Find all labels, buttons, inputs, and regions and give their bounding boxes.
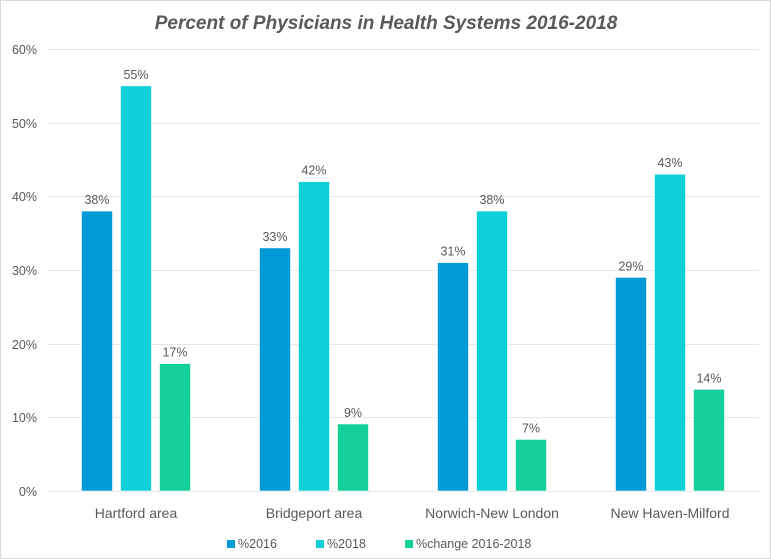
x-tick-label: New Haven-Milford (610, 505, 729, 521)
legend-label: %2018 (327, 537, 366, 551)
x-tick-label: Hartford area (95, 505, 178, 521)
legend-swatch (227, 540, 235, 548)
legend-label: %2016 (238, 537, 277, 551)
x-axis: Hartford area Bridgeport area Norwich-New … (95, 505, 730, 521)
legend-label: %change 2016-2018 (416, 537, 531, 551)
data-label: 33% (262, 230, 287, 244)
legend-swatch (316, 540, 324, 548)
y-tick-label: 40% (12, 190, 37, 204)
bar-2018-1 (298, 181, 330, 492)
data-label: 38% (479, 193, 504, 207)
data-label: 55% (123, 68, 148, 82)
y-axis: 0% 10% 20% 30% 40% 50% 60% (12, 43, 37, 499)
y-tick-label: 60% (12, 43, 37, 57)
data-label: 7% (522, 421, 540, 435)
data-label: 43% (657, 156, 682, 170)
y-tick-label: 10% (12, 411, 37, 425)
data-label: 14% (696, 371, 721, 385)
bar-2016-1 (259, 247, 291, 492)
data-label: 42% (301, 164, 326, 178)
bar-2016-3 (615, 277, 647, 492)
y-tick-label: 50% (12, 117, 37, 131)
bar-2018-0 (120, 85, 152, 492)
legend-swatch (405, 540, 413, 548)
y-tick-label: 30% (12, 264, 37, 278)
x-tick-label: Bridgeport area (266, 505, 363, 521)
x-tick-label: Norwich-New London (425, 505, 559, 521)
bar-change-2016-2018-1 (337, 423, 369, 492)
data-label: 17% (162, 346, 187, 360)
gridlines (47, 49, 759, 492)
chart-title: Percent of Physicians in Health Systems … (155, 13, 618, 34)
data-label: 29% (618, 259, 643, 273)
bars (81, 85, 725, 492)
legend: %2016 %2018 %change 2016-2018 (227, 537, 531, 551)
bar-change-2016-2018-2 (515, 439, 547, 492)
data-labels: 38% 55% 17% 33% 42% 9% 31% 38% 7% 29% 43% 14% (84, 68, 721, 436)
data-label: 38% (84, 193, 109, 207)
bar-change-2016-2018-3 (693, 389, 725, 492)
data-label: 9% (344, 406, 362, 420)
bar-2016-0 (81, 210, 113, 492)
bar-2018-2 (476, 210, 508, 492)
bar-2018-3 (654, 173, 686, 492)
data-label: 31% (440, 245, 465, 259)
y-tick-label: 20% (12, 338, 37, 352)
y-tick-label: 0% (19, 485, 37, 499)
bar-change-2016-2018-0 (159, 363, 191, 492)
bar-2016-2 (437, 262, 469, 492)
